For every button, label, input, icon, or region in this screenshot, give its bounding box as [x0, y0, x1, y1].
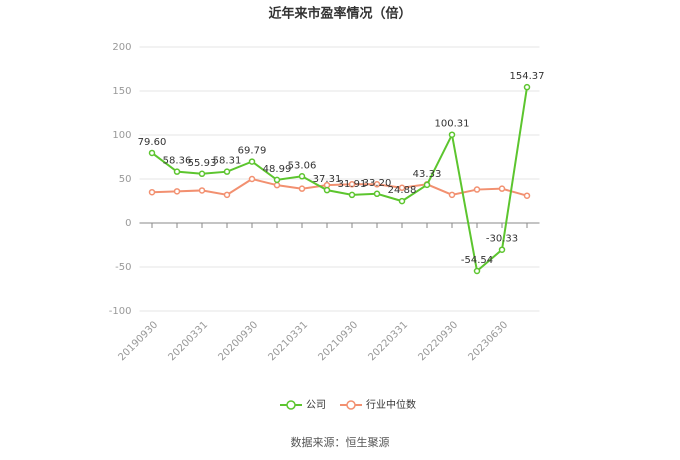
- data-label: 58.31: [213, 156, 242, 167]
- series-line: [151, 177, 528, 197]
- point: [398, 197, 406, 205]
- y-tick-label: -100: [109, 306, 132, 317]
- point: [273, 181, 281, 189]
- point: [298, 173, 306, 180]
- x-tick-label: 20220930: [416, 319, 460, 363]
- data-label: 58.36: [163, 156, 192, 167]
- y-tick-label: 100: [112, 130, 131, 141]
- data-label: 100.31: [435, 119, 470, 130]
- data-label: 31.91: [338, 179, 367, 190]
- point: [248, 158, 256, 165]
- point: [348, 181, 356, 188]
- y-tick-label: 50: [119, 174, 132, 185]
- point: [448, 131, 456, 138]
- point: [523, 192, 531, 199]
- point: [248, 175, 256, 183]
- point: [198, 170, 206, 178]
- data-label: 154.37: [510, 71, 545, 82]
- y-tick-label: 200: [112, 42, 131, 53]
- data-label: -54.54: [461, 255, 493, 266]
- data-label: 79.60: [138, 137, 167, 148]
- y-tick-label: -50: [115, 262, 131, 273]
- data-label: 37.31: [313, 174, 342, 185]
- x-tick-label: 20230630: [466, 319, 510, 363]
- point: [523, 83, 531, 91]
- point: [298, 185, 306, 192]
- point: [348, 191, 356, 199]
- point: [373, 190, 381, 198]
- point: [223, 168, 231, 175]
- point: [173, 168, 181, 175]
- legend-item: 公司: [280, 400, 326, 411]
- data-label: 53.06: [288, 160, 317, 171]
- point: [398, 184, 406, 192]
- data-label: 33.20: [363, 178, 392, 189]
- point: [148, 149, 156, 157]
- y-tick-label: 0: [125, 218, 131, 229]
- legend-marker: [286, 400, 296, 410]
- point: [448, 191, 456, 199]
- point: [473, 186, 481, 193]
- point: [373, 181, 381, 188]
- point: [148, 188, 156, 196]
- data-label: -30.33: [486, 234, 518, 245]
- legend-item: 行业中位数: [340, 398, 416, 411]
- point: [498, 246, 506, 253]
- data-label: 43.33: [413, 169, 442, 180]
- chart-title: 近年来市盈率情况（倍）: [268, 6, 411, 22]
- legend-label: 行业中位数: [366, 398, 416, 411]
- x-tick-label: 20190930: [116, 319, 160, 363]
- legend-marker: [346, 400, 356, 410]
- x-tick-label: 20210331: [266, 319, 310, 363]
- x-tick-label: 20200930: [216, 319, 260, 363]
- point: [323, 186, 331, 194]
- series-line: [151, 87, 528, 273]
- data-label: 48.99: [263, 164, 292, 175]
- point: [223, 191, 231, 199]
- point: [423, 181, 431, 189]
- data-label: 24.88: [388, 185, 417, 196]
- data-label: 55.93: [188, 158, 217, 169]
- point: [473, 267, 481, 275]
- x-tick-label: 20200331: [166, 319, 210, 363]
- y-tick-label: 150: [112, 86, 131, 97]
- x-tick-label: 20210930: [316, 319, 360, 363]
- x-tick-label: 20220331: [366, 319, 410, 363]
- data-label: 69.79: [238, 146, 267, 157]
- point: [198, 187, 206, 194]
- point: [498, 185, 506, 192]
- legend-label: 公司: [306, 400, 326, 411]
- point: [273, 176, 281, 184]
- point: [173, 188, 181, 195]
- source: 数据来源：恒生聚源: [291, 435, 390, 449]
